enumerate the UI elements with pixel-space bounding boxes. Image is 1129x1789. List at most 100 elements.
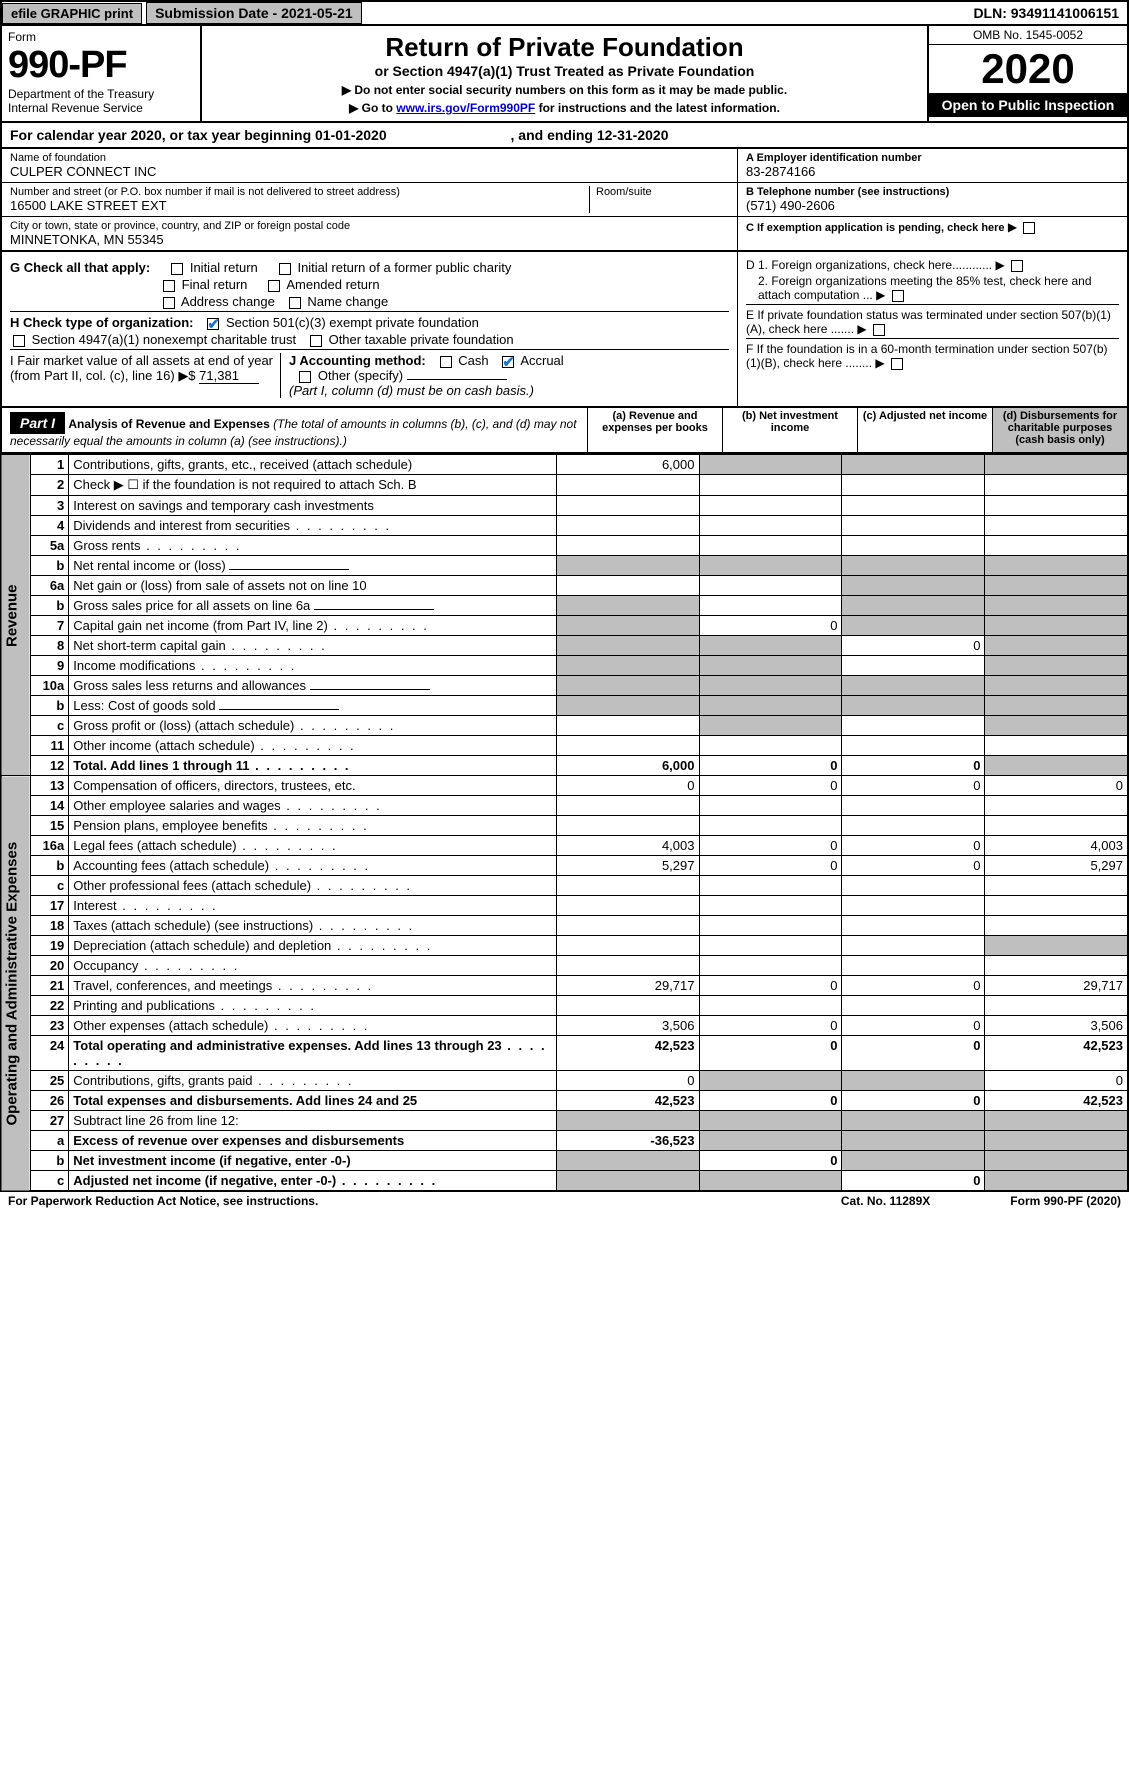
cell: c: [31, 716, 69, 736]
cell: 0: [699, 1091, 842, 1111]
amended-return-checkbox[interactable]: [268, 280, 280, 292]
header-right: OMB No. 1545-0052 2020 Open to Public In…: [927, 26, 1127, 121]
calyear-begin: For calendar year 2020, or tax year begi…: [10, 127, 387, 143]
cell: [699, 455, 842, 475]
cell: 4,003: [985, 836, 1128, 856]
cell: [556, 475, 699, 496]
cell: Printing and publications: [69, 996, 556, 1016]
exemption-pending-cell: C If exemption application is pending, c…: [738, 217, 1127, 237]
cell: [556, 956, 699, 976]
cell: [699, 736, 842, 756]
table-row: 14Other employee salaries and wages: [1, 796, 1128, 816]
table-row: 12Total. Add lines 1 through 116,00000: [1, 756, 1128, 776]
address-change-checkbox[interactable]: [163, 297, 175, 309]
cash-checkbox[interactable]: [440, 356, 452, 368]
foreign-85-checkbox[interactable]: [892, 290, 904, 302]
terminated-checkbox[interactable]: [873, 324, 885, 336]
table-row: cAdjusted net income (if negative, enter…: [1, 1171, 1128, 1192]
cell: [985, 1111, 1128, 1131]
other-taxable-checkbox[interactable]: [310, 335, 322, 347]
table-row: aExcess of revenue over expenses and dis…: [1, 1131, 1128, 1151]
cell: 3,506: [556, 1016, 699, 1036]
cell: [556, 676, 699, 696]
table-row: 3Interest on savings and temporary cash …: [1, 496, 1128, 516]
cell: 26: [31, 1091, 69, 1111]
cell: [699, 1131, 842, 1151]
cell: [842, 896, 985, 916]
cell: c: [31, 1171, 69, 1192]
initial-return-checkbox[interactable]: [171, 263, 183, 275]
h3-label: Other taxable private foundation: [329, 332, 514, 347]
initial-former-checkbox[interactable]: [279, 263, 291, 275]
d2-label: 2. Foreign organizations meeting the 85%…: [758, 274, 1092, 302]
other-method-checkbox[interactable]: [299, 371, 311, 383]
cell: 27: [31, 1111, 69, 1131]
ein-cell: A Employer identification number 83-2874…: [738, 149, 1127, 183]
cell: [699, 1071, 842, 1091]
cell: Depreciation (attach schedule) and deple…: [69, 936, 556, 956]
cell: 0: [842, 1016, 985, 1036]
cell: Less: Cost of goods sold: [69, 696, 556, 716]
cell: 0: [699, 856, 842, 876]
addr-label: Number and street (or P.O. box number if…: [10, 186, 589, 198]
name-change-checkbox[interactable]: [289, 297, 301, 309]
cell: 0: [699, 1036, 842, 1071]
accrual-checkbox[interactable]: [502, 356, 514, 368]
g2-label: Initial return of a former public charit…: [297, 260, 511, 275]
footer-left: For Paperwork Reduction Act Notice, see …: [8, 1194, 318, 1208]
60month-checkbox[interactable]: [891, 358, 903, 370]
part1-header: Part I Analysis of Revenue and Expenses …: [0, 408, 1129, 454]
j-label: J Accounting method:: [289, 353, 426, 368]
form990pf-link[interactable]: www.irs.gov/Form990PF: [396, 101, 535, 115]
cell: [699, 696, 842, 716]
cell: Pension plans, employee benefits: [69, 816, 556, 836]
cell: 0: [842, 1091, 985, 1111]
cell: 0: [842, 756, 985, 776]
cell: 18: [31, 916, 69, 936]
g1-label: Initial return: [190, 260, 258, 275]
table-row: 9Income modifications: [1, 656, 1128, 676]
efile-print-button[interactable]: efile GRAPHIC print: [2, 3, 142, 24]
cell: Net investment income (if negative, ente…: [69, 1151, 556, 1171]
table-row: 25Contributions, gifts, grants paid00: [1, 1071, 1128, 1091]
cell: [985, 816, 1128, 836]
cell: Check ▶ ☐ if the foundation is not requi…: [69, 475, 556, 496]
cell: [842, 556, 985, 576]
cell: Total operating and administrative expen…: [69, 1036, 556, 1071]
cell: [985, 676, 1128, 696]
cell: 0: [842, 1036, 985, 1071]
cell: [699, 516, 842, 536]
table-row: bNet investment income (if negative, ent…: [1, 1151, 1128, 1171]
cell: [699, 936, 842, 956]
col-d-header: (d) Disbursements for charitable purpose…: [992, 408, 1127, 452]
cell: [985, 475, 1128, 496]
cell: [556, 1111, 699, 1131]
cell: 13: [31, 776, 69, 796]
501c3-checkbox[interactable]: [207, 318, 219, 330]
fmv-value: 71,381: [199, 368, 259, 384]
cell: [842, 936, 985, 956]
cell: Net rental income or (loss): [69, 556, 556, 576]
form-subtitle: or Section 4947(a)(1) Trust Treated as P…: [208, 63, 921, 79]
cell: 1: [31, 455, 69, 475]
cell: 21: [31, 976, 69, 996]
dln: DLN: 93491141006151: [965, 3, 1127, 23]
4947a1-checkbox[interactable]: [13, 335, 25, 347]
cell: Excess of revenue over expenses and disb…: [69, 1131, 556, 1151]
cell: b: [31, 556, 69, 576]
exemption-pending-checkbox[interactable]: [1023, 222, 1035, 234]
cell: 9: [31, 656, 69, 676]
cell: [556, 536, 699, 556]
foreign-org-checkbox[interactable]: [1011, 260, 1023, 272]
cell: [699, 876, 842, 896]
cell: -36,523: [556, 1131, 699, 1151]
cell: [842, 816, 985, 836]
cell: b: [31, 696, 69, 716]
info-right: A Employer identification number 83-2874…: [737, 149, 1127, 250]
cell: 2: [31, 475, 69, 496]
table-row: 17Interest: [1, 896, 1128, 916]
cell: 25: [31, 1071, 69, 1091]
cell: [556, 716, 699, 736]
info-block: Name of foundation CULPER CONNECT INC Nu…: [0, 149, 1129, 252]
final-return-checkbox[interactable]: [163, 280, 175, 292]
